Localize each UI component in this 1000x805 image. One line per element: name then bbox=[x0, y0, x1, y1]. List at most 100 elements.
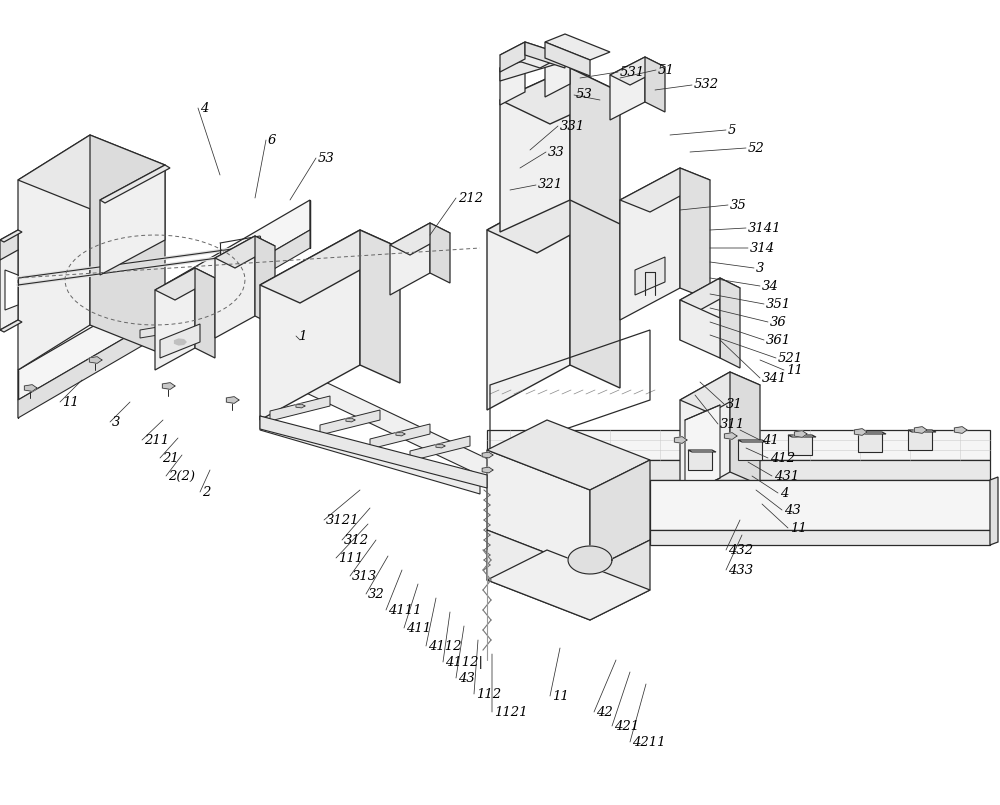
Polygon shape bbox=[610, 57, 665, 85]
Polygon shape bbox=[620, 168, 680, 320]
Polygon shape bbox=[570, 68, 620, 224]
Text: 4112|: 4112| bbox=[445, 655, 483, 668]
Text: 36: 36 bbox=[770, 316, 787, 328]
Text: 43: 43 bbox=[784, 503, 801, 517]
Text: 51: 51 bbox=[658, 64, 675, 76]
Text: 52: 52 bbox=[748, 142, 765, 155]
Text: 53: 53 bbox=[318, 151, 335, 164]
Polygon shape bbox=[680, 168, 710, 300]
Polygon shape bbox=[680, 372, 760, 413]
Polygon shape bbox=[436, 444, 445, 448]
Polygon shape bbox=[260, 279, 350, 302]
Polygon shape bbox=[160, 324, 200, 358]
Polygon shape bbox=[195, 268, 215, 358]
Text: 314: 314 bbox=[750, 242, 775, 254]
Polygon shape bbox=[570, 185, 620, 388]
Text: 432: 432 bbox=[728, 543, 753, 556]
Polygon shape bbox=[487, 460, 990, 480]
Text: 312: 312 bbox=[344, 534, 369, 547]
Polygon shape bbox=[730, 372, 760, 485]
Polygon shape bbox=[396, 432, 405, 436]
Text: 112: 112 bbox=[476, 687, 501, 700]
Polygon shape bbox=[680, 300, 720, 358]
Text: 3141: 3141 bbox=[748, 221, 782, 234]
Text: 5: 5 bbox=[728, 123, 736, 137]
Polygon shape bbox=[487, 185, 570, 410]
Polygon shape bbox=[500, 42, 565, 68]
Text: 6: 6 bbox=[268, 134, 276, 147]
Polygon shape bbox=[0, 230, 22, 242]
Polygon shape bbox=[18, 200, 310, 400]
Polygon shape bbox=[720, 278, 740, 368]
Polygon shape bbox=[500, 47, 570, 81]
Polygon shape bbox=[794, 431, 807, 437]
Text: 11: 11 bbox=[62, 395, 79, 408]
Polygon shape bbox=[346, 418, 355, 422]
Text: 111: 111 bbox=[338, 551, 363, 564]
Polygon shape bbox=[724, 432, 737, 440]
Polygon shape bbox=[390, 223, 430, 295]
Polygon shape bbox=[635, 257, 665, 295]
Polygon shape bbox=[260, 230, 400, 303]
Polygon shape bbox=[487, 185, 620, 253]
Polygon shape bbox=[738, 440, 766, 442]
Polygon shape bbox=[788, 435, 816, 437]
Polygon shape bbox=[680, 278, 720, 340]
Text: 3121: 3121 bbox=[326, 514, 360, 526]
Text: 34: 34 bbox=[762, 279, 779, 292]
Polygon shape bbox=[788, 435, 812, 455]
Polygon shape bbox=[18, 230, 310, 418]
Polygon shape bbox=[300, 370, 490, 480]
Polygon shape bbox=[914, 427, 927, 433]
Polygon shape bbox=[320, 410, 380, 435]
Text: 331: 331 bbox=[560, 119, 585, 133]
Polygon shape bbox=[487, 550, 650, 620]
Text: 42: 42 bbox=[596, 705, 613, 719]
Text: 321: 321 bbox=[538, 179, 563, 192]
Polygon shape bbox=[650, 530, 990, 545]
Polygon shape bbox=[0, 230, 18, 260]
Text: 2(2): 2(2) bbox=[168, 469, 195, 482]
Polygon shape bbox=[410, 436, 470, 461]
Polygon shape bbox=[990, 477, 998, 545]
Polygon shape bbox=[908, 430, 932, 450]
Polygon shape bbox=[650, 480, 990, 530]
Polygon shape bbox=[487, 430, 990, 460]
Text: 421: 421 bbox=[614, 720, 639, 733]
Polygon shape bbox=[215, 236, 255, 338]
Polygon shape bbox=[500, 68, 570, 232]
Polygon shape bbox=[680, 372, 730, 500]
Polygon shape bbox=[590, 460, 650, 570]
Text: 41: 41 bbox=[762, 434, 779, 447]
Polygon shape bbox=[260, 416, 480, 494]
Polygon shape bbox=[89, 357, 102, 363]
Text: 2: 2 bbox=[202, 485, 210, 498]
Polygon shape bbox=[155, 268, 195, 370]
Polygon shape bbox=[908, 430, 936, 432]
Polygon shape bbox=[255, 236, 275, 326]
Polygon shape bbox=[5, 270, 18, 310]
Polygon shape bbox=[685, 405, 720, 495]
Polygon shape bbox=[738, 440, 762, 460]
Text: 1121: 1121 bbox=[494, 705, 528, 719]
Polygon shape bbox=[610, 57, 645, 120]
Text: 43: 43 bbox=[458, 671, 475, 684]
Polygon shape bbox=[18, 135, 165, 210]
Polygon shape bbox=[360, 230, 400, 383]
Polygon shape bbox=[482, 467, 493, 473]
Polygon shape bbox=[674, 436, 687, 444]
Text: 4: 4 bbox=[780, 486, 788, 499]
Text: 35: 35 bbox=[730, 199, 747, 212]
Text: 4: 4 bbox=[200, 101, 208, 114]
Polygon shape bbox=[177, 314, 193, 328]
Polygon shape bbox=[487, 530, 590, 620]
Text: 3: 3 bbox=[112, 415, 120, 428]
Polygon shape bbox=[297, 278, 313, 292]
Text: 11: 11 bbox=[552, 690, 569, 703]
Text: 11: 11 bbox=[790, 522, 807, 535]
Polygon shape bbox=[260, 416, 487, 488]
Polygon shape bbox=[680, 278, 740, 310]
Text: 532: 532 bbox=[694, 79, 719, 92]
Polygon shape bbox=[0, 240, 18, 330]
Polygon shape bbox=[390, 223, 450, 255]
